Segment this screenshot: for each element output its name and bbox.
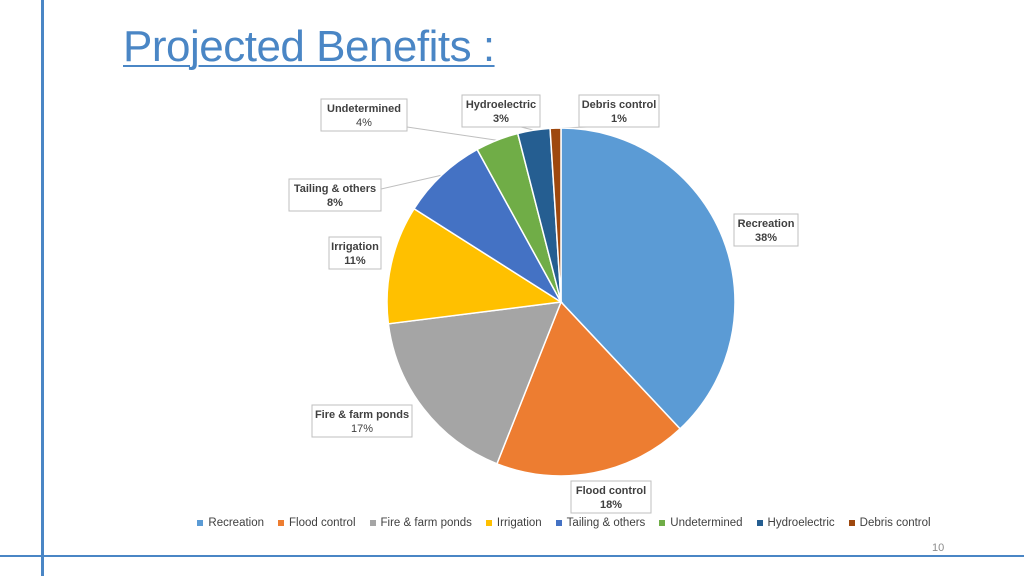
data-label-box-undetermined [320, 98, 408, 132]
data-label-box-tailing-and-others [288, 178, 382, 212]
legend-swatch-undetermined [659, 520, 666, 526]
data-label-value-fire-and-farm-ponds: 17% [351, 423, 373, 435]
legend-item-recreation: Recreation [197, 517, 264, 529]
data-label-value-recreation: 38% [755, 232, 777, 244]
legend-swatch-debris-control [848, 520, 855, 526]
legend-item-fire-and-farm-ponds: Fire & farm ponds [369, 517, 472, 529]
pie-slice-flood-control [495, 300, 682, 477]
chart-legend: Recreation Flood control Fire & farm ponds… [0, 517, 1024, 529]
data-label-value-tailing-and-others: 8% [327, 197, 343, 209]
data-label-name-fire-and-farm-ponds: Fire & farm ponds [315, 409, 409, 421]
data-label-value-hydroelectric: 3% [493, 113, 509, 125]
legend-swatch-recreation [197, 520, 204, 526]
pie-slice-fire-and-farm-ponds [387, 301, 563, 465]
data-label-box-irrigation [328, 236, 382, 270]
data-label-name-irrigation: Irrigation [331, 241, 379, 253]
legend-swatch-irrigation [485, 520, 492, 526]
slide-title: Projected Benefits : [123, 22, 495, 71]
data-label-name-tailing-and-others: Tailing & others [294, 183, 376, 195]
data-label-value-debris-control: 1% [611, 113, 627, 125]
legend-label-fire-and-farm-ponds: Fire & farm ponds [380, 517, 472, 529]
data-label-name-undetermined: Undetermined [327, 103, 401, 115]
pie-slice-debris-control [549, 127, 562, 303]
slide-horizontal-rule [0, 555, 1024, 557]
data-label-value-undetermined: 4% [356, 117, 372, 129]
data-label-box-flood-control [570, 480, 652, 514]
legend-swatch-fire-and-farm-ponds [369, 520, 376, 526]
legend-swatch-flood-control [278, 520, 285, 526]
legend-label-undetermined: Undetermined [670, 517, 743, 529]
legend-label-tailing-and-others: Tailing & others [566, 517, 646, 529]
legend-swatch-hydroelectric [756, 520, 763, 526]
legend-item-hydroelectric: Hydroelectric [756, 517, 835, 529]
legend-label-flood-control: Flood control [289, 517, 356, 529]
pie-slice-recreation [560, 127, 736, 430]
data-label-box-debris-control [578, 94, 660, 128]
data-label-value-irrigation: 11% [344, 255, 366, 267]
legend-item-tailing-and-others: Tailing & others [555, 517, 646, 529]
data-label-name-debris-control: Debris control [582, 99, 657, 111]
data-label-box-recreation [733, 213, 799, 247]
legend-label-recreation: Recreation [208, 517, 265, 529]
leader-line-hydroelectric [520, 126, 534, 131]
legend-item-irrigation: Irrigation [485, 517, 542, 529]
page-number: 10 [932, 542, 945, 554]
legend-label-hydroelectric: Hydroelectric [767, 517, 835, 529]
slide-vertical-rule [41, 0, 44, 576]
legend-item-undetermined: Undetermined [659, 517, 743, 529]
data-label-box-fire-and-farm-ponds [311, 404, 413, 438]
data-label-name-flood-control: Flood control [576, 485, 646, 497]
data-label-name-hydroelectric: Hydroelectric [466, 99, 536, 111]
legend-item-flood-control: Flood control [278, 517, 356, 529]
legend-swatch-tailing-and-others [555, 520, 562, 526]
data-label-name-recreation: Recreation [738, 218, 795, 230]
legend-label-irrigation: Irrigation [496, 517, 542, 529]
legend-item-debris-control: Debris control [848, 517, 931, 529]
data-label-box-hydroelectric [461, 94, 541, 128]
leader-line-tailing-and-others [380, 174, 442, 190]
legend-label-debris-control: Debris control [859, 517, 931, 529]
pie-slice-irrigation [386, 207, 564, 325]
leader-line-undetermined [406, 126, 498, 141]
data-label-value-flood-control: 18% [600, 499, 622, 511]
